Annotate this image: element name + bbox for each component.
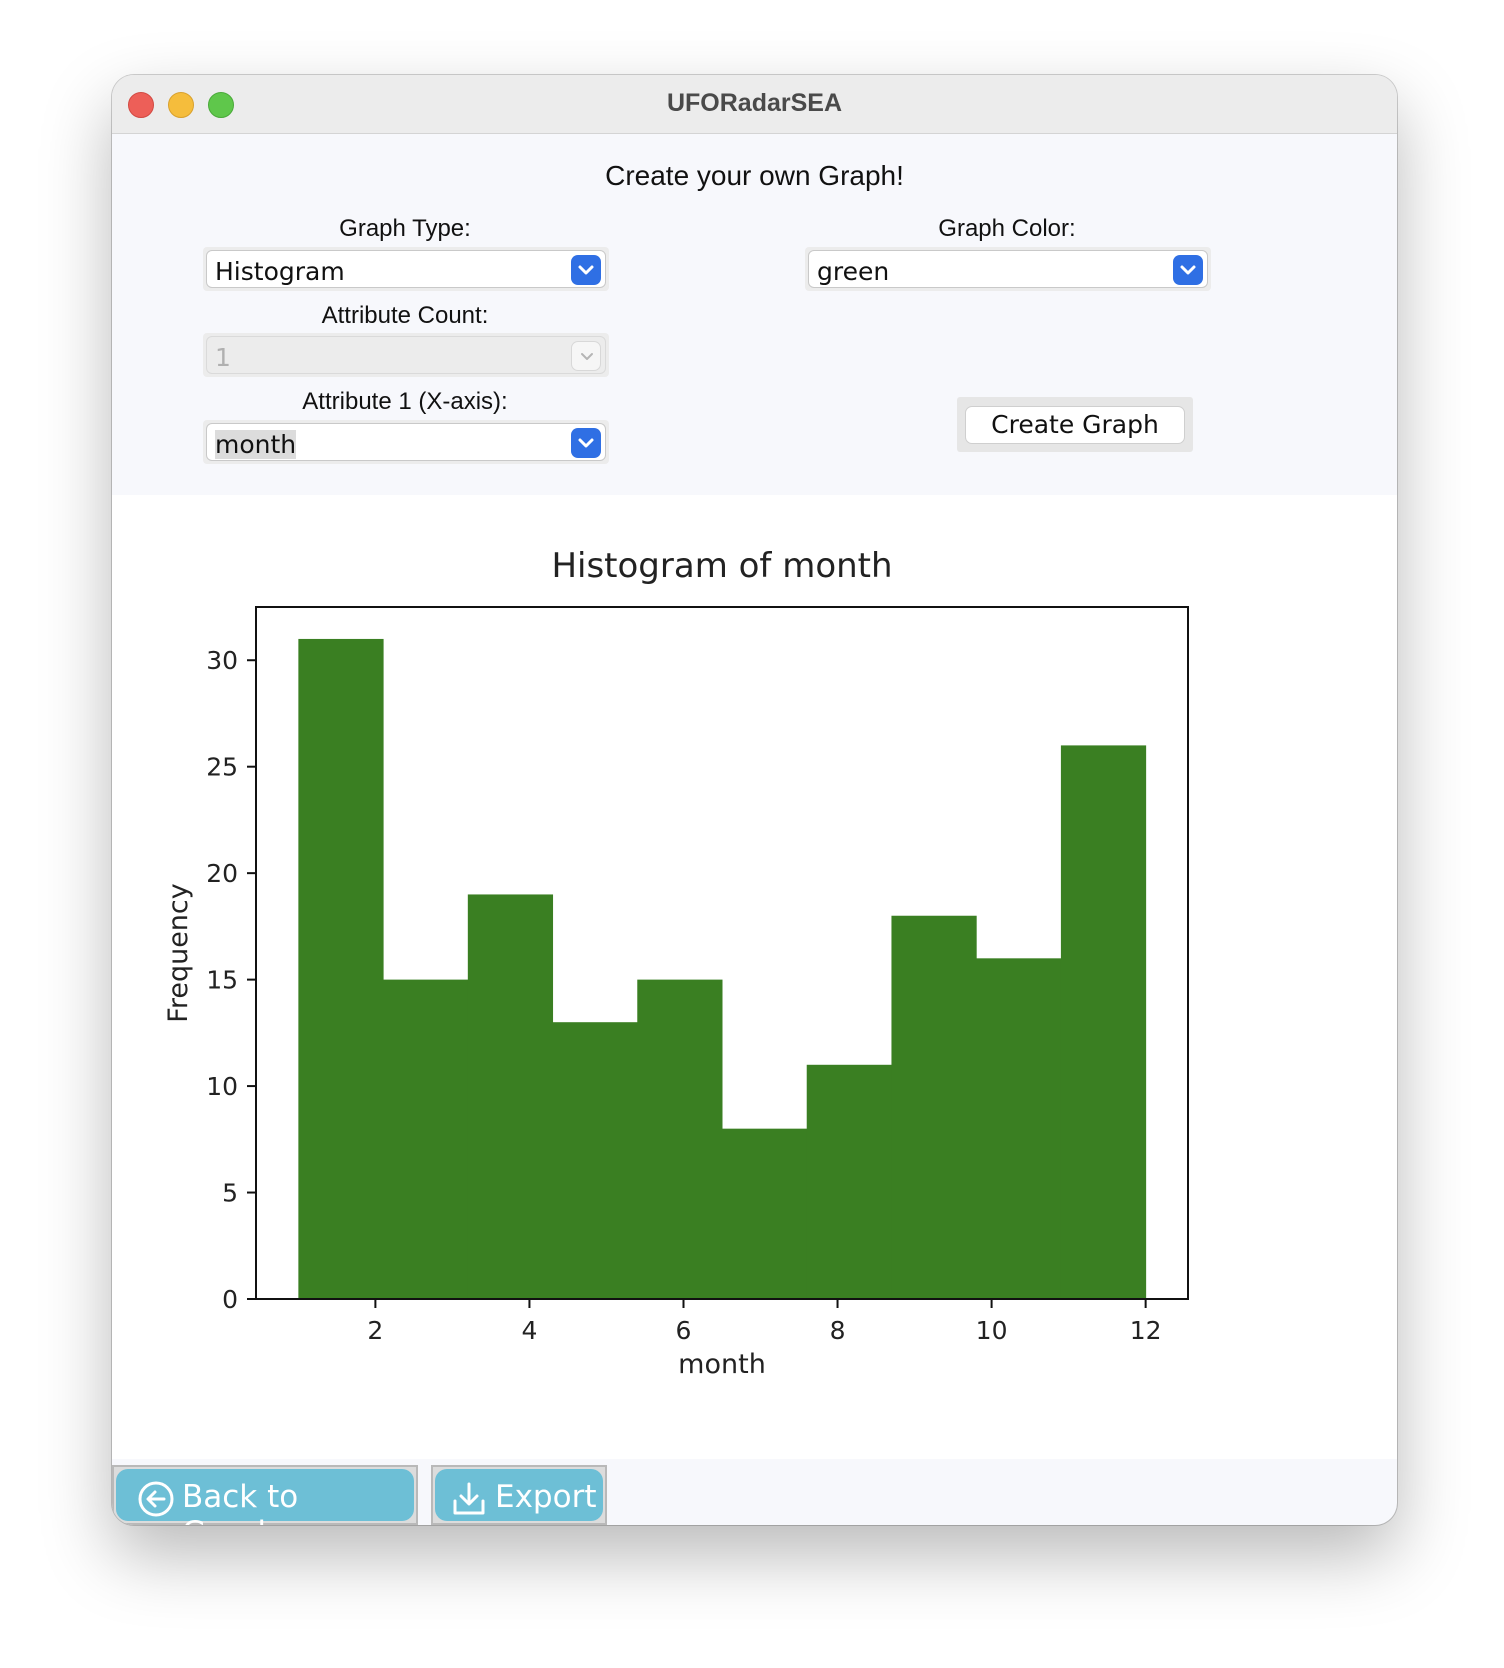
- x-axis-label: month: [678, 1349, 766, 1380]
- y-tick-label: 10: [206, 1072, 238, 1101]
- histogram-bar-6: [722, 1128, 808, 1299]
- plot-frame: [255, 606, 1189, 1300]
- title-bar: UFORadarSEA: [112, 75, 1397, 134]
- back-to-graphs-button-frame: Back to Graphs: [112, 1465, 418, 1525]
- attribute-1-value: month: [215, 430, 297, 459]
- histogram-bar-9: [976, 958, 1062, 1299]
- histogram-chart: Histogram of month 2 4 6 8 10 12 0 5 10 15 20 25 30…: [163, 546, 1189, 1380]
- maximize-window-button[interactable]: [208, 92, 234, 118]
- x-tick-label: 12: [1130, 1316, 1162, 1345]
- window-title: UFORadarSEA: [666, 89, 843, 117]
- x-tick-label: 2: [367, 1316, 383, 1345]
- attribute-count-label: Attribute Count:: [321, 302, 489, 329]
- minimize-window-button[interactable]: [168, 92, 194, 118]
- histogram-bar-5: [637, 979, 723, 1299]
- graph-color-select-field[interactable]: green: [808, 250, 1208, 288]
- y-tick-label: 30: [206, 646, 238, 675]
- x-tick-label: 4: [521, 1316, 537, 1345]
- histogram-bar-8: [891, 915, 977, 1299]
- y-tick-label: 20: [206, 859, 238, 888]
- export-label: Export: [495, 1479, 597, 1515]
- histogram-bar-10: [1060, 745, 1147, 1299]
- back-to-graphs-button[interactable]: Back to Graphs: [116, 1469, 414, 1525]
- y-tick-label: 0: [222, 1285, 238, 1314]
- close-window-button[interactable]: [128, 92, 154, 118]
- graph-type-label: Graph Type:: [339, 215, 471, 242]
- create-graph-button[interactable]: Create Graph: [965, 406, 1185, 444]
- create-graph-button-frame: Create Graph: [957, 397, 1193, 452]
- page-title: Create your own Graph!: [605, 160, 904, 191]
- chevron-down-icon[interactable]: [571, 428, 601, 458]
- y-tick-label: 15: [206, 966, 238, 995]
- histogram-bar-7: [806, 1064, 892, 1299]
- histogram-bars: [298, 638, 1147, 1299]
- attribute-count-select-field: 1: [206, 336, 606, 374]
- export-button-frame: Export: [431, 1465, 607, 1525]
- x-tick-label: 8: [830, 1316, 846, 1345]
- x-axis-ticks: 2 4 6 8 10 12: [367, 1299, 1162, 1345]
- chevron-down-icon: [571, 341, 601, 371]
- chart-title: Histogram of month: [551, 546, 892, 586]
- histogram-bar-1: [298, 638, 384, 1299]
- y-axis-label: Frequency: [163, 883, 194, 1023]
- attribute-1-select-field[interactable]: month: [206, 423, 606, 461]
- arrow-left-circle-icon: [138, 1481, 174, 1517]
- graph-color-select[interactable]: green: [805, 247, 1211, 291]
- y-tick-label: 5: [222, 1179, 238, 1208]
- graph-type-value: Histogram: [215, 257, 345, 286]
- graph-type-select[interactable]: Histogram: [203, 247, 609, 291]
- chevron-down-icon[interactable]: [571, 255, 601, 285]
- chart-panel: Histogram of month 2 4 6 8 10 12 0 5 10 15 20 25 30…: [112, 495, 1397, 1459]
- histogram-bar-2: [383, 979, 469, 1299]
- histogram-bar-3: [467, 894, 554, 1299]
- app-window: UFORadarSEA Create your own Graph! Graph…: [112, 75, 1397, 1525]
- download-tray-icon: [453, 1482, 485, 1515]
- export-button[interactable]: Export: [435, 1469, 603, 1521]
- attribute-count-value: 1: [215, 343, 231, 372]
- y-axis-ticks: 0 5 10 15 20 25 30: [206, 646, 256, 1314]
- y-tick-label: 25: [206, 753, 238, 782]
- graph-color-label: Graph Color:: [938, 215, 1076, 242]
- graph-type-select-field[interactable]: Histogram: [206, 250, 606, 288]
- back-to-graphs-label: Back to Graphs: [182, 1479, 299, 1525]
- attribute-count-select: 1: [203, 333, 609, 377]
- attribute-1-label: Attribute 1 (X-axis):: [302, 388, 508, 415]
- histogram-bar-4: [552, 1022, 638, 1299]
- x-tick-label: 6: [676, 1316, 692, 1345]
- x-tick-label: 10: [976, 1316, 1008, 1345]
- attribute-1-select[interactable]: month: [203, 420, 609, 464]
- chevron-down-icon[interactable]: [1173, 255, 1203, 285]
- graph-color-value: green: [817, 257, 890, 286]
